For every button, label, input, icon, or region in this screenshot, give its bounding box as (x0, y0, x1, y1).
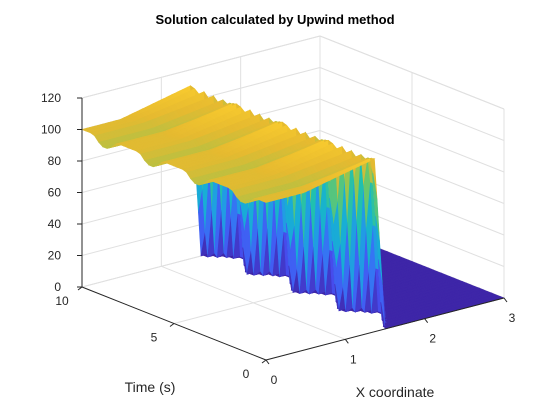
x-tick-mark (424, 318, 429, 323)
chart-title: Solution calculated by Upwind method (155, 12, 394, 27)
z-tick-label: 20 (48, 249, 62, 263)
grid-line-side-z (319, 98, 505, 173)
z-tick-label: 0 (54, 280, 61, 294)
z-tick-label: 100 (41, 123, 61, 137)
axes-lines (77, 97, 508, 365)
x-tick-label: 2 (429, 332, 436, 346)
time-tick-mark (261, 359, 267, 364)
box-top-back (81, 35, 321, 99)
surface-mesh (81, 85, 505, 330)
x-tick-label: 0 (271, 373, 278, 387)
time-tick-label: 5 (151, 331, 158, 345)
x-axis-line (265, 297, 505, 361)
grid-line-side-z (319, 130, 505, 204)
y-axis-label: Time (s) (125, 379, 176, 395)
grid-line-side-z (319, 67, 505, 141)
x-axis-label: X coordinate (356, 384, 435, 400)
time-tick-label: 10 (55, 294, 69, 308)
x-tick-mark (344, 339, 349, 344)
z-tick-label: 60 (48, 186, 62, 200)
x-tick-mark (503, 297, 508, 303)
x-tick-label: 1 (350, 352, 357, 366)
time-tick-mark (169, 323, 175, 327)
x-tick-label: 3 (509, 311, 516, 325)
x-tick-mark (265, 359, 270, 365)
time-tick-label: 0 (243, 367, 250, 381)
z-tick-label: 80 (48, 154, 62, 168)
box-top-side (319, 35, 505, 110)
z-tick-label: 120 (41, 91, 61, 105)
z-tick-label: 40 (48, 217, 62, 231)
